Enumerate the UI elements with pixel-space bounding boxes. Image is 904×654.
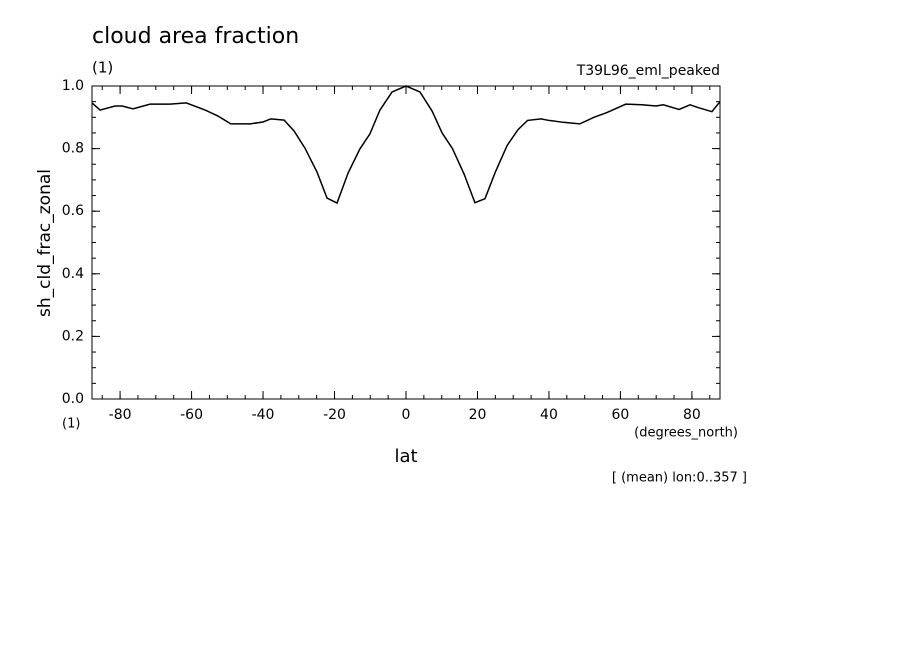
y-tick-label: 0.8: [62, 141, 84, 157]
y-tick-label: 0.2: [62, 328, 84, 344]
x-tick-label: 20: [469, 407, 487, 423]
x-tick-label: -40: [252, 407, 275, 423]
dataset-label: T39L96_eml_peaked: [576, 63, 720, 79]
x-tick-label: 0: [402, 407, 411, 423]
chart-title: cloud area fraction: [92, 24, 299, 49]
footnote: [ (mean) lon:0..357 ]: [612, 471, 747, 486]
data-line: [91, 85, 721, 205]
y-axis-label: sh_cld_frac_zonal: [35, 169, 55, 317]
x-tick-label: 40: [540, 407, 558, 423]
x-axis-label: lat: [394, 446, 417, 467]
x-tick-label: -80: [109, 407, 132, 423]
y-tick-label: 0.4: [62, 266, 84, 282]
y-tick-label: 0.6: [62, 203, 84, 219]
x-tick-label: -20: [323, 407, 346, 423]
x-tick-label: 80: [683, 407, 701, 423]
x-units: (degrees_north): [634, 426, 738, 441]
y-tick-label: 0.0: [62, 391, 84, 407]
x-tick-label: 60: [612, 407, 630, 423]
title-units: (1): [92, 59, 113, 77]
x-tick-label: -60: [180, 407, 203, 423]
y-tick-label: 1.0: [62, 78, 84, 94]
y-units: (1): [62, 417, 80, 432]
